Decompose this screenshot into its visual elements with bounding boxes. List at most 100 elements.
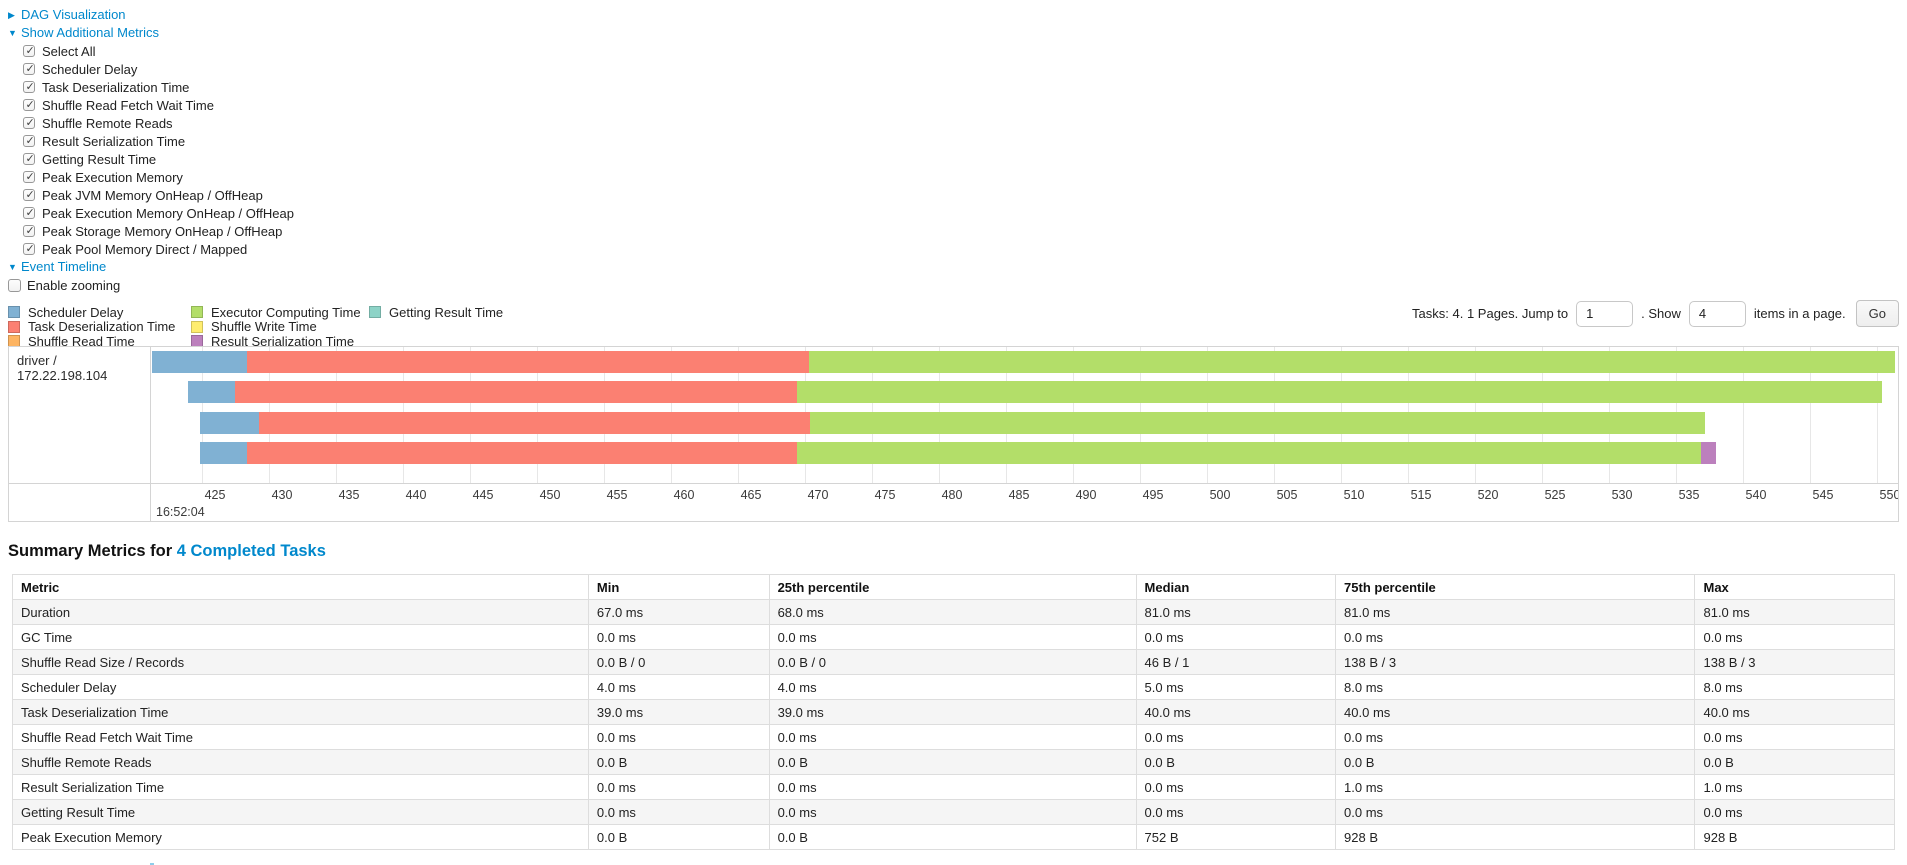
legend-column: Executor Computing Time Shuffle Write Tim…: [191, 305, 369, 349]
summary-metrics-table: Metric Min 25th percentile Median 75th perce…: [12, 574, 1895, 850]
table-cell: 4.0 ms: [587, 674, 770, 700]
timeline-segment-executor-computing[interactable]: [796, 381, 1882, 404]
enable-zooming-label: Enable zooming: [27, 277, 121, 293]
timeline-header-row: Scheduler Delay Task Deserialization Time…: [8, 300, 1899, 349]
metric-checkbox[interactable]: [23, 116, 35, 129]
table-cell: 0.0 B: [768, 824, 1137, 850]
metric-checkbox[interactable]: [23, 98, 35, 111]
summary-heading-text: Summary Metrics for: [8, 542, 177, 560]
show-additional-metrics-toggle[interactable]: ▼ Show Additional Metrics: [8, 24, 1899, 42]
metric-checkbox[interactable]: [23, 62, 35, 75]
go-button[interactable]: Go: [1855, 300, 1899, 327]
legend-item: Executor Computing Time: [191, 305, 369, 320]
timeline-axis: 16:52:04 425 430 435 440 445 450 455 460 465 470 4…: [152, 484, 1898, 521]
timeline-gridline: [1742, 347, 1744, 483]
timeline-task-bar: [152, 411, 1898, 434]
metric-checkbox[interactable]: [23, 242, 35, 255]
metric-checkbox-row: Peak Storage Memory OnHeap / OffHeap: [23, 222, 1899, 240]
metric-checkbox-label: Shuffle Remote Reads: [42, 115, 173, 131]
event-timeline-link[interactable]: Event Timeline: [21, 259, 107, 274]
legend-label: Shuffle Write Time: [211, 319, 317, 335]
axis-tick-label: 430: [271, 488, 293, 502]
metric-checkbox-label: Peak Storage Memory OnHeap / OffHeap: [42, 223, 283, 239]
table-cell: Result Serialization Time: [12, 774, 589, 800]
axis-tick-label: 490: [1075, 488, 1097, 502]
timeline-segment-scheduler-delay[interactable]: [188, 381, 236, 404]
axis-start-time-label: 16:52:04: [156, 505, 205, 519]
table-cell: 928 B: [1694, 824, 1895, 850]
timeline-segment-scheduler-delay[interactable]: [200, 411, 260, 434]
timeline-task-bar: [152, 441, 1898, 464]
event-timeline-toggle[interactable]: ▼ Event Timeline: [8, 258, 1899, 276]
table-cell: 1.0 ms: [1694, 774, 1895, 800]
legend-item: Result Serialization Time: [191, 334, 369, 349]
metric-checkbox-list: Select All Scheduler Delay Task Deserializ…: [23, 42, 1899, 258]
metric-checkbox-row: Task Deserialization Time: [23, 78, 1899, 96]
timeline-segment-task-deserialization[interactable]: [235, 381, 797, 404]
dag-visualization-toggle[interactable]: ▶ DAG Visualization: [8, 6, 1899, 24]
items-per-page-input[interactable]: [1688, 300, 1746, 327]
timeline-segment-task-deserialization[interactable]: [247, 441, 797, 464]
timeline-segment-executor-computing[interactable]: [809, 411, 1706, 434]
legend-item: Shuffle Read Time: [8, 334, 191, 349]
shuffle-write-swatch-icon: [191, 320, 203, 333]
metric-checkbox-row: Select All: [23, 42, 1899, 60]
table-cell: 67.0 ms: [587, 599, 770, 625]
metric-checkbox[interactable]: [23, 152, 35, 165]
table-body: Duration 67.0 ms 68.0 ms 81.0 ms 81.0 ms 81.0…: [12, 599, 1895, 850]
jump-to-page-input[interactable]: [1576, 300, 1634, 327]
enable-zooming-checkbox[interactable]: [8, 278, 21, 292]
metric-checkbox-row: Peak JVM Memory OnHeap / OffHeap: [23, 186, 1899, 204]
metric-checkbox-label: Shuffle Read Fetch Wait Time: [42, 97, 214, 113]
metric-checkbox[interactable]: [23, 170, 35, 183]
caret-right-icon: ▶: [8, 10, 15, 20]
metric-checkbox[interactable]: [23, 224, 35, 237]
timeline-segment-scheduler-delay[interactable]: [200, 441, 248, 464]
timeline-segment-executor-computing[interactable]: [796, 441, 1702, 464]
axis-tick-label: 515: [1410, 488, 1432, 502]
metric-checkbox[interactable]: [23, 80, 35, 93]
timeline-segment-result-serialization[interactable]: [1701, 441, 1716, 464]
timeline-segment-task-deserialization[interactable]: [259, 411, 810, 434]
tasks-pagination-suffix-text: items in a page.: [1753, 306, 1846, 321]
table-cell: 81.0 ms: [1694, 599, 1895, 625]
table-cell: 0.0 ms: [1135, 799, 1337, 825]
metric-checkbox[interactable]: [23, 206, 35, 219]
metric-checkbox-row: Shuffle Read Fetch Wait Time: [23, 96, 1899, 114]
timeline-task-bar: [152, 351, 1898, 373]
show-additional-metrics-link[interactable]: Show Additional Metrics: [21, 25, 160, 40]
legend-label: Task Deserialization Time: [28, 319, 176, 335]
executor-label: driver / 172.22.198.104: [17, 353, 108, 383]
table-cell: 0.0 B: [1694, 749, 1895, 775]
metric-checkbox[interactable]: [23, 134, 35, 147]
axis-tick-label: 510: [1343, 488, 1365, 502]
event-timeline-chart: driver / 172.22.198.104 16:52:04 425 430 4…: [8, 346, 1899, 522]
summary-metrics-heading: Summary Metrics for 4 Completed Tasks: [8, 542, 1899, 561]
legend-item: Shuffle Write Time: [191, 319, 369, 335]
timeline-segment-scheduler-delay[interactable]: [152, 351, 248, 373]
timeline-task-bar: [152, 381, 1898, 404]
metric-checkbox[interactable]: [23, 188, 35, 201]
axis-tick-label: 480: [941, 488, 963, 502]
metric-checkbox-label: Peak Pool Memory Direct / Mapped: [42, 241, 248, 257]
timeline-gridline: [1809, 347, 1811, 483]
completed-tasks-link[interactable]: 4 Completed Tasks: [176, 542, 326, 560]
timeline-segment-task-deserialization[interactable]: [247, 351, 809, 373]
table-cell: 0.0 B: [768, 749, 1137, 775]
axis-tick-label: 500: [1209, 488, 1231, 502]
table-cell: 0.0 ms: [587, 624, 770, 650]
clipped-element-stub: [150, 863, 154, 865]
dag-visualization-link[interactable]: DAG Visualization: [21, 7, 126, 22]
executor-label-column: driver / 172.22.198.104: [9, 347, 151, 521]
table-cell: 0.0 ms: [768, 624, 1137, 650]
metric-checkbox-row: Getting Result Time: [23, 150, 1899, 168]
metric-checkbox[interactable]: [23, 44, 35, 57]
tasks-pagination-mid-text: . Show: [1641, 306, 1681, 321]
executor-computing-swatch-icon: [191, 306, 203, 319]
table-cell: Shuffle Remote Reads: [12, 749, 589, 775]
table-cell: 0.0 B: [587, 824, 770, 850]
axis-tick-label: 470: [807, 488, 829, 502]
timeline-segment-executor-computing[interactable]: [808, 351, 1896, 373]
table-row: Result Serialization Time 0.0 ms 0.0 ms 0.0…: [12, 774, 1895, 800]
legend-label: Scheduler Delay: [28, 304, 124, 320]
